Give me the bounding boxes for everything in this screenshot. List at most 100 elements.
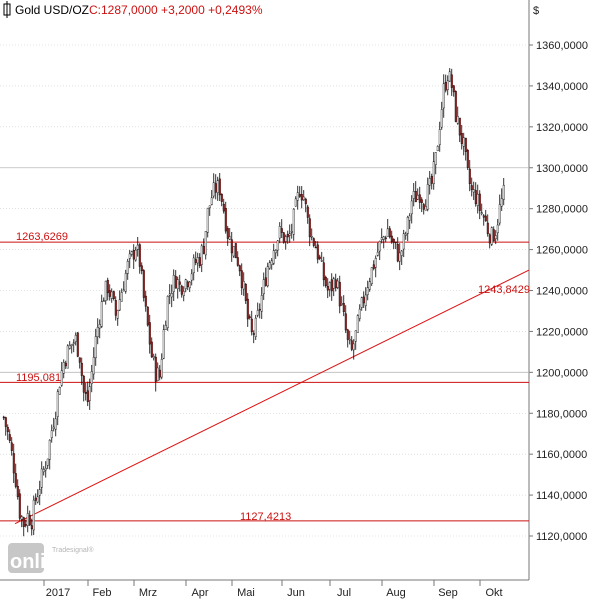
candle-body [208, 205, 211, 209]
candle-body [496, 224, 499, 234]
candle-body [402, 233, 405, 250]
candle-body [450, 74, 453, 88]
candle-body [44, 467, 47, 471]
candle-body [90, 371, 93, 384]
candle-body [330, 279, 333, 292]
candle-body [206, 207, 209, 233]
candle-body [436, 146, 439, 152]
candle-body [22, 517, 25, 527]
candle-body [226, 228, 229, 239]
candle-body [60, 370, 63, 386]
candle-body [62, 362, 65, 374]
candle-body [130, 251, 133, 255]
logo-sub: Tradesignal® [52, 546, 94, 554]
candle-body [492, 229, 495, 242]
candle-body [8, 434, 11, 441]
y-tick-label: 1260,0000 [536, 245, 588, 257]
candle-body [244, 284, 247, 301]
candle-body [70, 343, 73, 346]
candle-body [218, 178, 221, 196]
candle-body [410, 200, 413, 215]
candle-body [190, 273, 193, 281]
candle-body [192, 257, 195, 274]
candle-body [350, 340, 353, 350]
candle-body [66, 345, 69, 369]
candle-body [196, 257, 199, 264]
x-tick-label: Mrz [139, 587, 157, 599]
candle-body [498, 204, 501, 224]
candle-body [124, 273, 127, 292]
candle-body [104, 280, 107, 301]
candle-body [312, 238, 315, 246]
candle-body [314, 246, 317, 249]
candle-body [6, 427, 9, 433]
candle-body [224, 207, 227, 232]
candle-body [406, 217, 409, 234]
candle-body [306, 206, 309, 218]
candle-body [484, 215, 487, 222]
candle-body [82, 375, 85, 393]
candle-body [232, 246, 235, 257]
candle-body [260, 295, 263, 312]
candle-body [50, 430, 53, 439]
candle-body [122, 289, 125, 292]
candle-body [132, 250, 135, 260]
candle-body [298, 194, 301, 197]
candle-body [470, 185, 473, 190]
candle-body [182, 291, 185, 297]
candle-body [46, 458, 49, 466]
candle-body [316, 244, 319, 260]
candle-body [258, 308, 261, 311]
candle-body [454, 91, 457, 122]
candle-body [294, 198, 297, 207]
instrument-name: Gold USD/OZ [15, 3, 89, 17]
y-tick-label: 1340,0000 [536, 81, 588, 93]
candle-body [108, 290, 111, 297]
candle-body [284, 236, 287, 242]
candle-body [382, 236, 385, 240]
candle-body [166, 296, 169, 328]
candle-body [94, 336, 97, 359]
y-tick-label: 1320,0000 [536, 122, 588, 134]
candle-body [38, 489, 41, 496]
candle-body [86, 390, 89, 403]
candle-body [482, 215, 485, 218]
candle-body [392, 238, 395, 243]
candle-body [452, 85, 455, 93]
candle-body [480, 212, 483, 214]
candle-body [36, 496, 39, 503]
candle-body [494, 235, 497, 240]
candle-body [128, 253, 131, 259]
candle-body [96, 327, 99, 338]
candle-body [42, 469, 45, 473]
candle-body [264, 277, 267, 286]
candle-body [276, 240, 279, 251]
candle-body [268, 262, 271, 269]
candle-body [256, 310, 259, 316]
candle-body [288, 233, 291, 236]
candle-body [234, 243, 237, 259]
candle-body [230, 239, 233, 254]
candle-body [438, 129, 441, 145]
candle-body [442, 83, 445, 109]
candle-body [216, 180, 219, 193]
candle-body [418, 194, 421, 203]
x-tick-label: Okt [485, 587, 502, 599]
candle-body [110, 291, 113, 299]
candle-body [58, 387, 61, 395]
candle-body [148, 322, 151, 345]
candle-body [136, 244, 139, 250]
candle-body [266, 266, 269, 287]
x-tick-label: Aug [386, 587, 406, 599]
candle-body [308, 218, 311, 238]
candle-body [76, 332, 79, 357]
candle-body [170, 293, 173, 298]
candle-body [24, 524, 27, 526]
x-tick-label: Feb [93, 587, 112, 599]
candle-body [396, 244, 399, 262]
candle-body [204, 231, 207, 256]
candle-body [146, 306, 149, 326]
candle-body [500, 198, 503, 207]
candle-body [368, 281, 371, 290]
